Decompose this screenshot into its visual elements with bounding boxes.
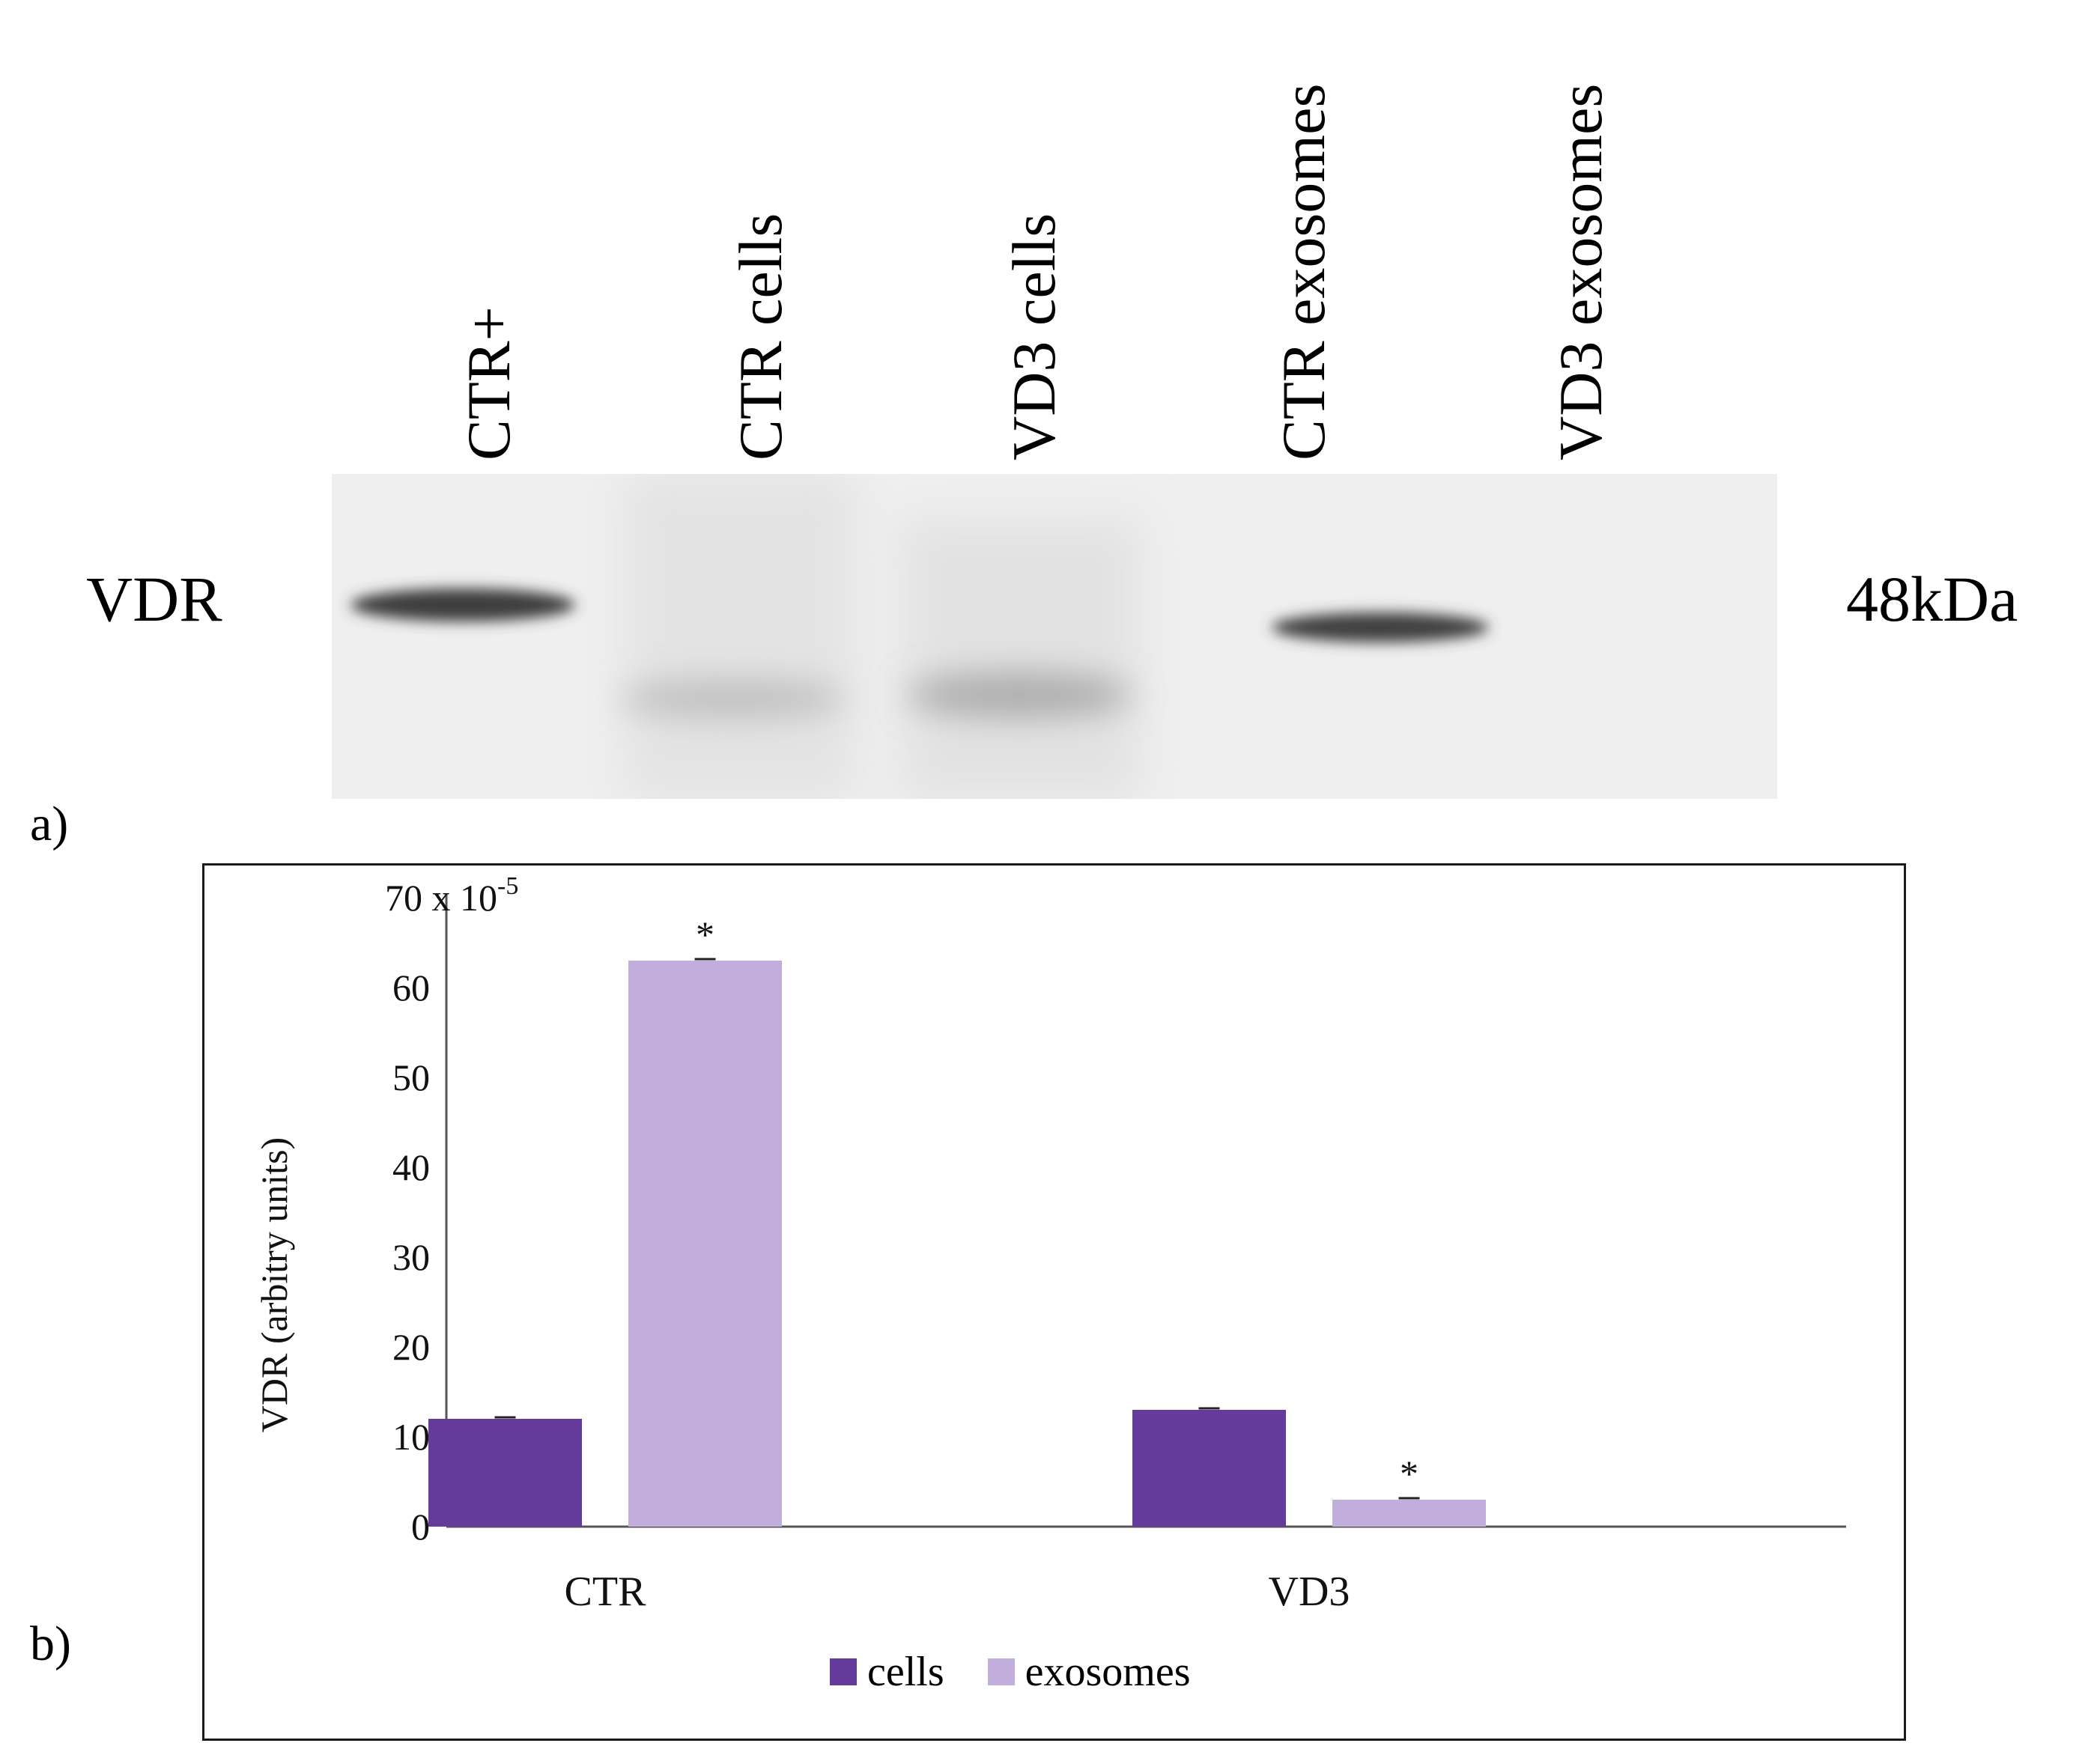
y-tick-label: 40 [392,1146,430,1188]
legend-label: cells [867,1649,944,1695]
y-tick-label: 50 [392,1056,430,1098]
y-tick-label: 60 [392,967,430,1009]
y-tick-label: 10 [392,1416,430,1458]
panel-b-label: b) [30,1616,71,1671]
bar-cells-CTR [428,1419,582,1527]
lane-label: VD3 exosomes [1547,83,1615,460]
y-tick-label: 30 [392,1236,430,1278]
lane-label: CTR+ [455,306,523,460]
chart-frame: 0 10 20 30 40 50 60 70 x 10-5 VDR (arbitry units… [202,863,1906,1741]
molecular-weight-label: 48kDa [1846,563,2018,635]
legend-item: cells [830,1648,944,1696]
lane-label: CTR exosomes [1269,83,1338,460]
panel-a-label: a) [30,797,69,851]
x-category-label: VD3 [1269,1569,1350,1615]
significance-marker: * [696,913,714,955]
legend-item: exosomes [987,1648,1191,1696]
lane-label: CTR cells [726,213,795,460]
y-axis-title: VDR (arbitry units) [253,1137,295,1432]
legend-swatch [830,1658,857,1685]
bar-exosomes-VD3 [1332,1500,1486,1527]
y-scale-label: 70 x 10-5 [385,872,518,919]
western-blot-image [332,474,1777,799]
bar-cells-VD3 [1132,1410,1286,1527]
band-vd3-cells [907,672,1132,717]
lane-label: VD3 cells [1000,213,1068,460]
protein-label: VDR [86,563,222,635]
band-ctr-plus [350,588,575,621]
y-tick-label: 20 [392,1326,430,1368]
band-ctr-cells [620,681,845,717]
legend-label: exosomes [1025,1649,1191,1695]
y-tick-label: 0 [411,1506,430,1548]
bar-chart: 0 10 20 30 40 50 60 70 x 10-5 VDR (arbitry units… [253,872,1846,1615]
significance-marker: * [1400,1453,1418,1494]
x-category-label: CTR [565,1569,647,1615]
band-ctr-exosomes [1272,612,1489,642]
bar-exosomes-CTR [628,961,782,1527]
legend-swatch [987,1658,1015,1685]
chart-legend: cells exosomes [830,1648,1220,1696]
